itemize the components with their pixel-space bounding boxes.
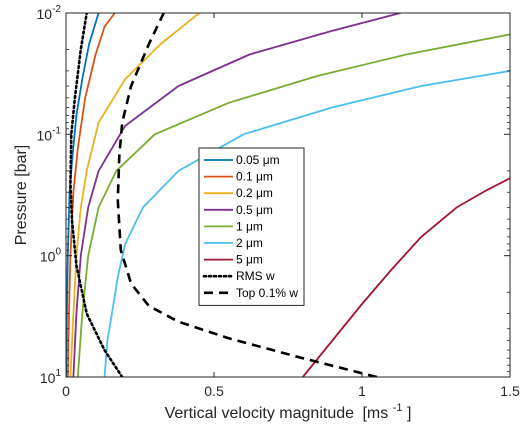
legend-label-7: RMS w	[236, 269, 275, 283]
y-tick-label: 10-1	[37, 125, 62, 143]
series-line-1	[66, 13, 116, 377]
series-line-7	[69, 13, 124, 377]
x-axis-title-unit-close: ]	[407, 405, 411, 422]
series-line-8	[116, 13, 378, 377]
x-tick-label: 1.5	[500, 383, 520, 399]
legend-label-3: 0.5 μm	[236, 203, 273, 217]
plot-frame	[65, 12, 511, 378]
legend-label-5: 2 μm	[236, 236, 263, 250]
x-axis-title: Vertical velocity magnitude [ms -1 ]	[165, 398, 412, 422]
legend-label-4: 1 μm	[236, 219, 263, 233]
series-line-5	[103, 70, 510, 377]
series-line-6	[302, 177, 510, 377]
series-line-2	[69, 13, 200, 377]
series-line-4	[76, 33, 510, 377]
x-tick-label: 0	[62, 383, 70, 399]
y-tick-label: 101	[40, 368, 62, 386]
x-axis-title-unit-exponent: -1	[393, 402, 403, 414]
x-tick-label: 1	[358, 383, 366, 399]
x-axis-title-main: Vertical velocity magnitude	[165, 405, 355, 422]
x-tick-label: 0.5	[204, 383, 224, 399]
legend-label-1: 0.1 μm	[236, 170, 273, 184]
series-line-0	[66, 13, 100, 377]
series-line-3	[72, 13, 401, 377]
legend-label-6: 5 μm	[236, 253, 263, 267]
y-axis-title: Pressure [bar]	[13, 145, 30, 245]
legend-label-8: Top 0.1% w	[236, 286, 298, 300]
x-axis-title-unit: [ms	[362, 405, 388, 422]
y-tick-label: 100	[40, 247, 62, 265]
legend-label-2: 0.2 μm	[236, 186, 273, 200]
legend: 0.05 μm 0.1 μm 0.2 μm 0.5 μm 1 μm 2 μm 5 μm RMS…	[198, 147, 305, 306]
y-tick-label: 10-2	[37, 4, 62, 22]
tick-layer: 0 0.5 1 1.5 10-2 10-1 100 101	[37, 4, 520, 399]
series-layer	[66, 13, 510, 377]
legend-label-0: 0.05 μm	[236, 153, 280, 167]
